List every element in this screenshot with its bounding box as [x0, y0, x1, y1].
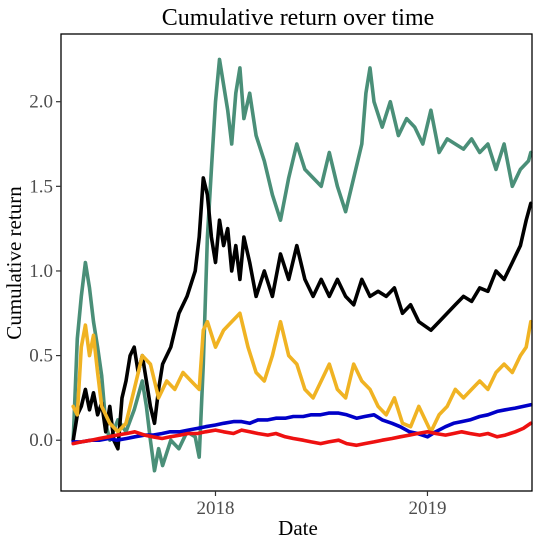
x-axis-ticks: 2018 2019 — [196, 491, 446, 519]
x-tick-label: 2019 — [408, 498, 446, 519]
series-line-5 — [71, 421, 533, 448]
x-tick-label: 2018 — [196, 498, 234, 519]
y-tick-label: 1.5 — [29, 176, 53, 197]
series-line-3 — [71, 311, 533, 434]
y-axis-label: Cumulative return — [2, 186, 26, 340]
series-line-4 — [71, 402, 533, 444]
chart-title: Cumulative return over time — [162, 5, 435, 31]
y-tick-label: 1.0 — [29, 261, 53, 282]
y-tick-label: 2.0 — [29, 92, 53, 113]
series-layer — [71, 57, 533, 473]
y-axis-ticks: 0.0 0.5 1.0 1.5 2.0 — [29, 92, 61, 451]
series-line-2 — [71, 176, 533, 451]
y-tick-label: 0.0 — [29, 430, 53, 451]
x-axis-label: Date — [278, 516, 318, 540]
plot-panel-border — [60, 33, 533, 492]
y-tick-label: 0.5 — [29, 346, 53, 367]
series-line-1 — [71, 57, 533, 473]
